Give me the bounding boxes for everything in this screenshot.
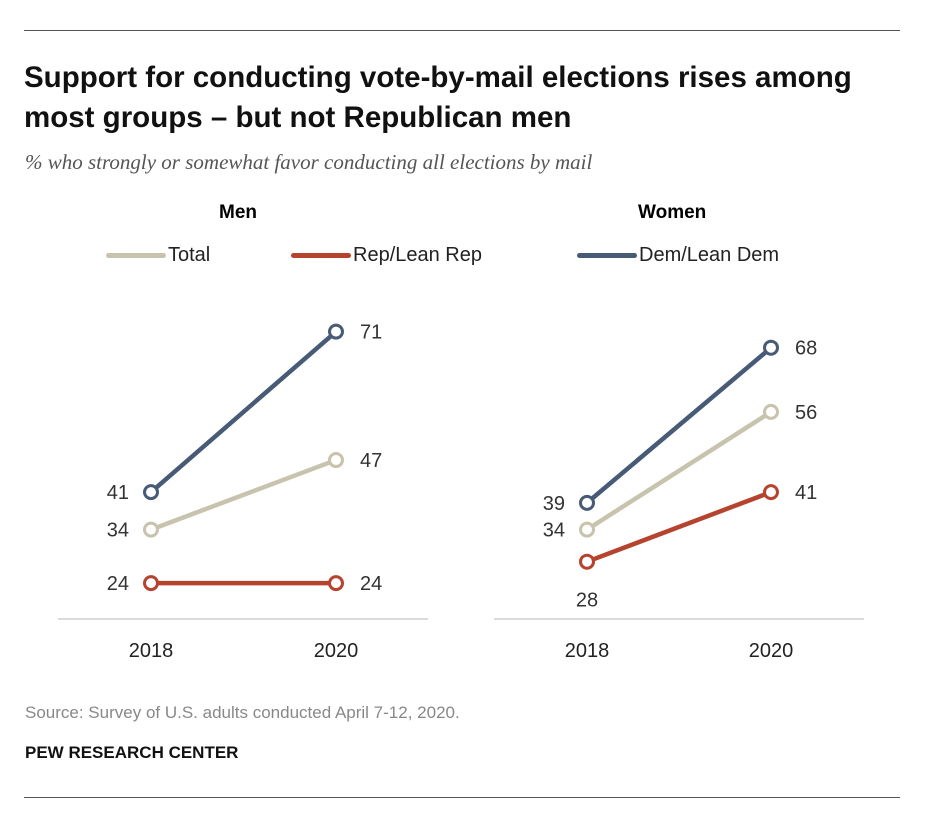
- point-men-total-2018: [143, 521, 159, 538]
- point-women-total-2020: [763, 403, 779, 420]
- value-label-women-total-2018: 34: [543, 520, 565, 542]
- x-tick-women-2018: 2018: [565, 640, 610, 662]
- point-men-total-2020: [328, 452, 344, 469]
- point-men-dem-2018: [143, 484, 159, 501]
- point-men-rep-2018: [143, 575, 159, 592]
- value-label-men-rep-2020: 24: [360, 573, 382, 595]
- series-line-women-rep: [586, 490, 772, 564]
- source-note: Source: Survey of U.S. adults conducted …: [25, 703, 460, 722]
- value-label-women-dem-2018: 39: [543, 493, 565, 515]
- panel-title-women: Women: [638, 202, 707, 223]
- legend-swatch-total: [106, 252, 166, 258]
- point-women-rep-2020: [763, 484, 779, 501]
- series-line-men-total: [150, 457, 337, 532]
- point-men-dem-2020: [328, 323, 344, 340]
- series-line-men-dem: [149, 329, 338, 494]
- value-label-women-dem-2020: 68: [795, 338, 817, 360]
- legend-item-rep: Rep/Lean Rep: [291, 243, 482, 267]
- legend-label-total: Total: [168, 243, 211, 266]
- point-women-dem-2018: [579, 494, 595, 511]
- brand-name: PEW RESEARCH CENTER: [25, 743, 239, 762]
- legend-item-dem: Dem/Lean Dem: [577, 243, 779, 267]
- value-label-men-rep-2018: 24: [107, 573, 129, 595]
- point-women-dem-2020: [763, 339, 779, 356]
- value-label-women-total-2020: 56: [795, 402, 817, 424]
- legend-swatch-rep: [291, 252, 351, 258]
- chart-subtitle: % who strongly or somewhat favor conduct…: [25, 150, 593, 174]
- value-label-men-total-2020: 47: [360, 450, 382, 472]
- value-label-men-dem-2018: 41: [107, 482, 129, 504]
- legend-item-total: Total: [106, 243, 210, 267]
- series-line-women-dem: [585, 345, 773, 505]
- value-label-women-rep-2018: 28: [576, 590, 598, 612]
- bottom-rule: [24, 797, 900, 798]
- value-label-women-rep-2020: 41: [795, 482, 817, 504]
- series-line-women-total: [585, 410, 773, 532]
- chart-title: Support for conducting vote-by-mail elec…: [24, 61, 852, 134]
- point-women-rep-2018: [579, 553, 595, 570]
- x-tick-men-2020: 2020: [314, 640, 359, 662]
- top-rule: [24, 30, 900, 31]
- legend-label-dem: Dem/Lean Dem: [639, 243, 780, 266]
- point-women-total-2018: [579, 521, 595, 538]
- point-men-rep-2020: [328, 575, 344, 592]
- value-label-men-total-2018: 34: [107, 520, 129, 542]
- x-tick-men-2018: 2018: [129, 640, 174, 662]
- x-tick-women-2020: 2020: [749, 640, 794, 662]
- panel-title-men: Men: [219, 202, 257, 223]
- legend-label-rep: Rep/Lean Rep: [353, 243, 482, 266]
- value-label-men-dem-2020: 71: [360, 322, 382, 344]
- legend-swatch-dem: [577, 252, 637, 258]
